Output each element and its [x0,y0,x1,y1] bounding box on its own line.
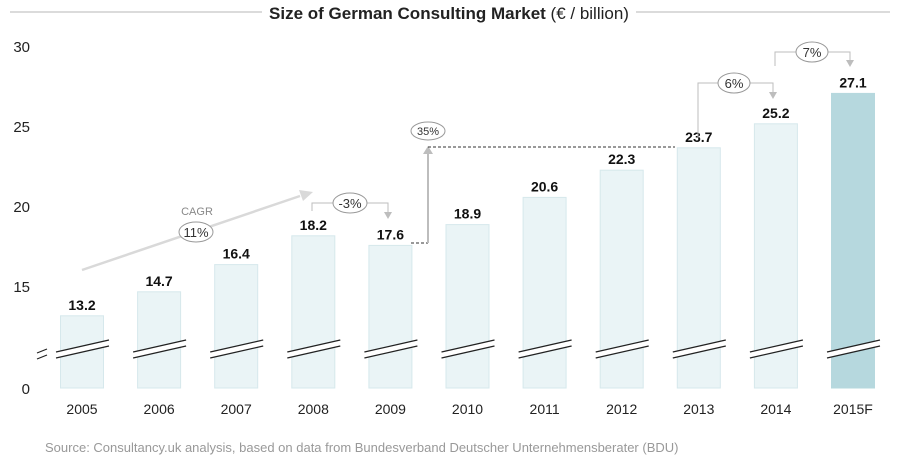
value-labels: 13.2 14.7 16.4 18.2 17.6 18.9 20.6 22.3 23.7 25.2… [68,74,866,312]
change-2013-bubble [410,121,446,141]
data-label: 14.7 [145,273,172,289]
x-tick-label: 2005 [66,401,97,417]
axis-break-line [364,339,418,353]
x-tick-label: 2012 [606,401,637,417]
category-labels: 2005 2006 2007 2008 2009 2010 2011 2012 2013 2014… [66,401,872,417]
y-axis: 0 15 20 25 30 [13,39,30,398]
axis-break-line [595,339,649,353]
axis-break-line [364,345,418,359]
axis-break-line [749,339,804,353]
change-2014-arrow-head [769,92,777,99]
axis-break-line [518,345,572,359]
axis-break-line [55,345,110,359]
axis-break-line [287,345,341,359]
axis-break-line [132,345,187,359]
axis-break-line [672,339,726,353]
change-2009-arrow-head [384,212,392,219]
x-tick-label: 2013 [683,401,714,417]
chart-title: Size of German Consulting Market (€ / bi… [10,4,890,23]
bar [291,235,336,389]
axis-break-line [518,339,572,353]
axis-break-line [672,345,726,359]
y-tick-label: 25 [13,119,30,136]
cagr-value: 11% [183,225,208,240]
data-label: 13.2 [68,297,95,313]
axis-break-gap [672,340,726,358]
data-label: 27.1 [839,74,866,90]
axis-break-line [826,345,881,359]
axis-break-gap [133,340,187,358]
y-tick-label: 0 [22,381,30,398]
axis-break-gap [749,340,803,358]
data-label: 20.6 [531,178,558,194]
axis-break-gap [56,340,109,358]
change-2015-value: 7% [803,45,822,60]
x-tick-label: 2006 [144,401,175,417]
axis-break-line [210,345,264,359]
x-tick-label: 2010 [452,401,483,417]
axis-break-line [55,339,110,353]
axis-break-gap [210,340,264,358]
y-axis-break [36,348,48,354]
change-2009-bubble [332,192,368,214]
axis-break-gap [595,340,649,358]
bar [137,291,182,389]
axis-break-line [826,339,881,353]
annotations: CAGR 11% -3% 35% 6% 7% [81,41,854,272]
data-label: 17.6 [377,226,404,242]
axis-breaks [36,339,881,360]
axis-break-line [595,345,649,359]
change-2014-bubble [717,72,751,94]
data-label: 18.9 [454,206,481,222]
change-2014-value: 6% [725,76,744,91]
bar [522,196,567,389]
axis-break-line [441,339,495,353]
data-label: 22.3 [608,151,635,167]
source-note: Source: Consultancy.uk analysis, based o… [45,440,678,455]
change-2013-value: 35% [417,126,439,138]
data-label: 25.2 [762,105,789,121]
axis-break-line [210,339,264,353]
axis-break-gap [441,340,495,358]
change-2015-bubble [795,41,829,63]
bar [214,264,259,389]
bar [831,92,875,389]
chart-title-main: Size of German Consulting Market [269,4,546,23]
bar [368,244,413,389]
cagr-label: CAGR [181,206,213,218]
axis-break-gap [518,340,572,358]
y-tick-label: 20 [13,199,30,216]
axis-break-line [287,339,341,353]
x-tick-label: 2009 [375,401,406,417]
x-tick-label: 2014 [760,401,791,417]
chart-title-text: Size of German Consulting Market (€ / bi… [269,4,629,23]
change-2015-arrow-head [846,60,854,67]
axis-break-line [441,345,495,359]
x-tick-label: 2008 [298,401,329,417]
change-2013-arrow-head [423,146,433,154]
bar [445,224,490,389]
y-axis-break [36,354,48,360]
change-2009-value: -3% [338,196,362,211]
chart-title-unit: (€ / billion) [546,4,629,23]
x-tick-label: 2015F [833,401,873,417]
axis-break-line [749,345,804,359]
y-tick-label: 15 [13,279,30,296]
x-tick-label: 2007 [221,401,252,417]
axis-break-line [132,339,187,353]
axis-break-gap [287,340,341,358]
data-label: 23.7 [685,129,712,145]
x-tick-label: 2011 [530,401,560,417]
axis-break-gap [364,340,418,358]
y-tick-label: 30 [13,39,30,56]
cagr-arrow-head [299,190,313,201]
cagr-bubble [178,221,214,243]
data-label: 18.2 [300,217,327,233]
data-label: 16.4 [223,246,250,262]
axis-break-gap [827,340,880,358]
bars [60,92,875,389]
